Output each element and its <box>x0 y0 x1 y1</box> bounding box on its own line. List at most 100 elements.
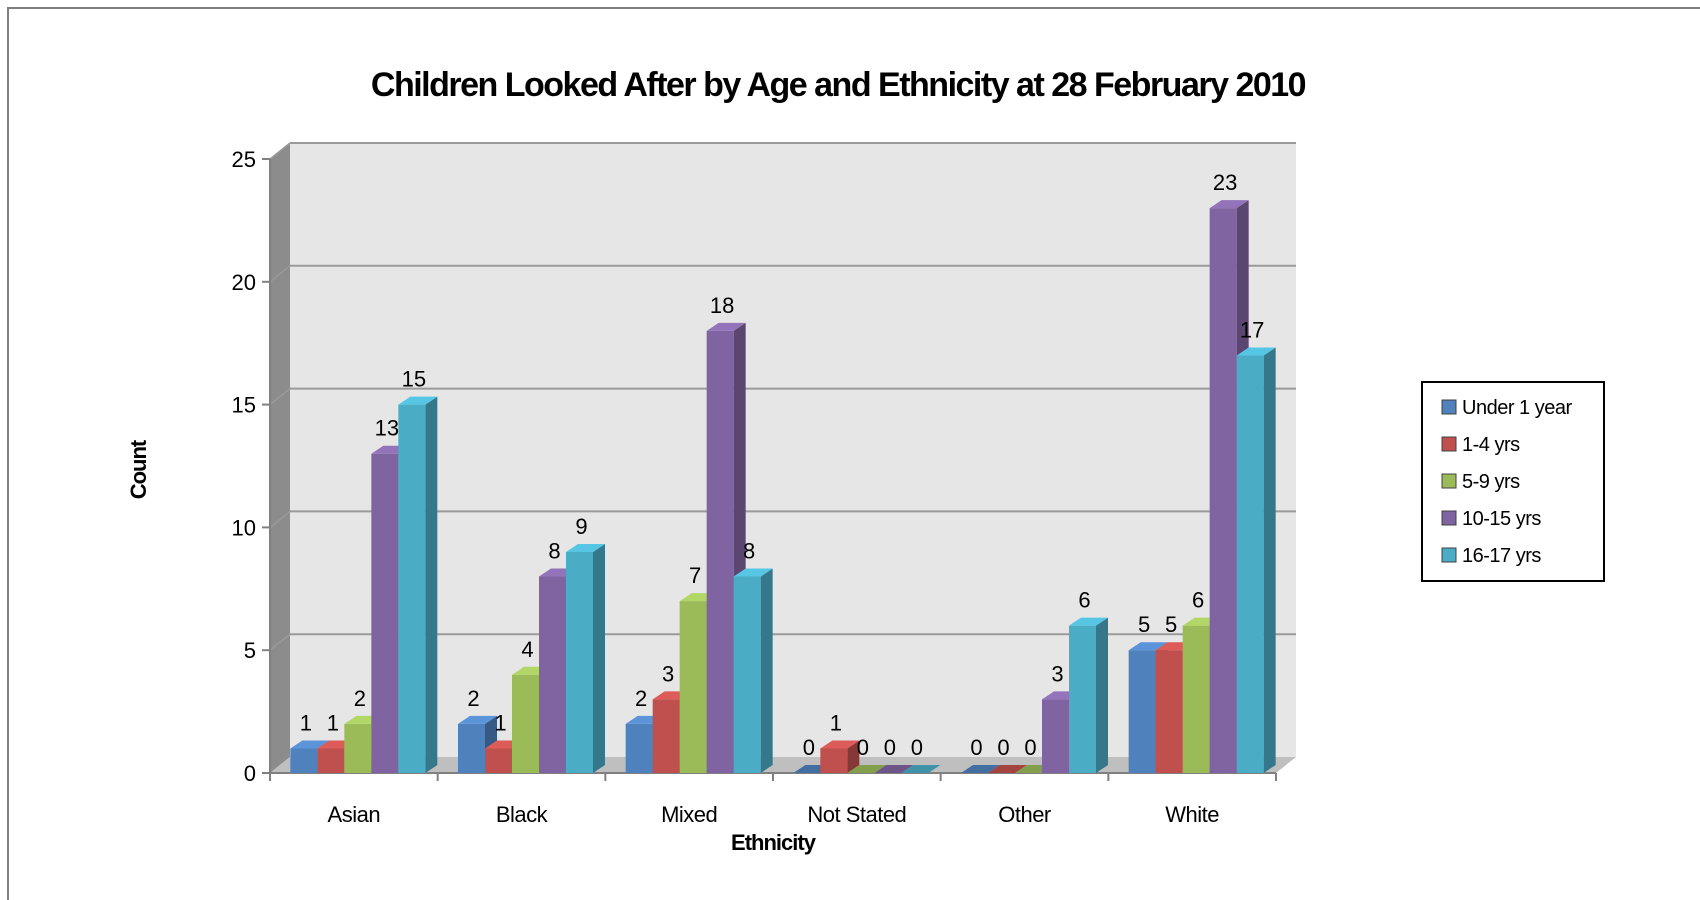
bar-front <box>566 551 593 773</box>
x-tick-label: Asian <box>328 802 381 827</box>
bar-top <box>1128 642 1168 651</box>
side-wall <box>270 143 290 773</box>
bar-side <box>1096 617 1108 773</box>
bar <box>566 543 605 773</box>
bar-front <box>652 699 680 773</box>
bar-front <box>1069 625 1096 773</box>
bar <box>733 568 773 773</box>
legend-swatch <box>1441 399 1457 415</box>
data-label: 3 <box>662 661 674 686</box>
bar <box>847 765 887 773</box>
data-label: 6 <box>1078 588 1090 613</box>
y-tick-label: 15 <box>232 393 256 418</box>
data-label: 0 <box>1024 735 1036 760</box>
bar-front <box>679 601 707 773</box>
x-tick-label: Black <box>496 802 549 827</box>
side-gridline <box>269 633 291 651</box>
bars <box>290 200 1276 773</box>
data-label: 0 <box>884 735 896 760</box>
y-tick-label: 0 <box>244 761 256 786</box>
data-label: 7 <box>689 563 701 588</box>
bar-top <box>290 740 330 749</box>
y-tick-label: 5 <box>244 638 256 663</box>
legend-label: 1-4 yrs <box>1462 434 1520 456</box>
data-label: 18 <box>710 293 734 318</box>
data-label: 9 <box>575 514 587 539</box>
legend-label: Under 1 year <box>1462 397 1572 419</box>
data-label: 1 <box>327 710 339 735</box>
bar-front <box>1042 699 1069 773</box>
y-tick-label: 25 <box>232 147 256 172</box>
gridlines <box>269 142 1296 651</box>
data-label: 4 <box>521 637 533 662</box>
x-tick-label: Mixed <box>661 802 717 827</box>
bar-top <box>706 322 746 331</box>
side-gridline <box>269 142 291 160</box>
bar-front <box>706 330 734 773</box>
data-label: 1 <box>830 710 842 735</box>
bar-front <box>371 453 399 773</box>
bar-top <box>874 765 914 773</box>
x-tick-label: Other <box>998 802 1051 827</box>
legend: Under 1 year 1-4 yrs 5-9 yrs 10-15 yrs 16-17… <box>1421 381 1605 582</box>
bar-front <box>625 723 653 773</box>
data-label: 15 <box>402 367 426 392</box>
data-label: 0 <box>970 735 982 760</box>
data-label: 8 <box>743 539 755 564</box>
bar-top <box>1069 617 1108 626</box>
bar-front <box>1128 650 1156 773</box>
bar <box>961 765 1000 773</box>
bar-top <box>1236 347 1276 356</box>
bar-top <box>458 715 497 724</box>
legend-swatch <box>1441 510 1457 526</box>
side-gridline <box>269 510 291 528</box>
x-tick-label: Not Stated <box>807 802 906 827</box>
bar-front <box>1236 355 1264 773</box>
data-label: 6 <box>1192 588 1204 613</box>
bar <box>398 396 438 773</box>
legend-label: 5-9 yrs <box>1462 471 1520 493</box>
legend-swatch <box>1441 473 1457 489</box>
bar-front <box>539 576 566 773</box>
y-tick-label: 10 <box>232 515 256 540</box>
bar <box>901 765 941 773</box>
data-label: 1 <box>300 710 312 735</box>
bar-side <box>593 543 605 773</box>
data-label: 5 <box>1165 612 1177 637</box>
legend-swatch <box>1441 436 1457 452</box>
legend-swatch <box>1441 547 1457 563</box>
bar-side <box>1263 347 1276 773</box>
data-label: 8 <box>548 539 560 564</box>
bar-top <box>1209 200 1249 209</box>
bar-top <box>733 568 773 577</box>
bar-front <box>820 748 848 773</box>
bar-side <box>847 740 860 773</box>
data-label: 0 <box>803 735 815 760</box>
data-label: 0 <box>911 735 923 760</box>
bar-top <box>398 396 438 405</box>
data-label: 0 <box>857 735 869 760</box>
data-label: 2 <box>354 686 366 711</box>
data-label: 2 <box>635 686 647 711</box>
bar-front <box>458 723 485 773</box>
side-gridline <box>269 265 291 283</box>
data-label: 1 <box>494 710 506 735</box>
bar-front <box>512 674 539 773</box>
bar-front <box>1182 625 1210 773</box>
bar-front <box>398 404 426 773</box>
data-label: 17 <box>1240 317 1264 342</box>
bar-top <box>820 740 860 749</box>
bar <box>874 765 914 773</box>
data-label: 2 <box>467 686 479 711</box>
bar-top <box>988 765 1027 773</box>
x-axis-title: Ethnicity <box>731 830 817 855</box>
data-label: 0 <box>997 735 1009 760</box>
data-label: 13 <box>375 416 399 441</box>
y-tick-label: 20 <box>232 270 256 295</box>
data-label: 23 <box>1213 170 1237 195</box>
chart-title: Children Looked After by Age and Ethnici… <box>371 66 1306 104</box>
bar-front <box>733 576 761 773</box>
bar-side <box>425 396 438 773</box>
